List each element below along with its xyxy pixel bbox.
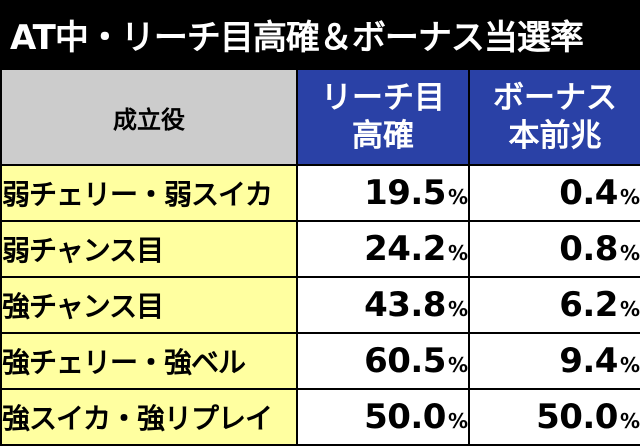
table-row: 強チャンス目 43.8% 6.2% bbox=[0, 276, 640, 334]
percent-sign: % bbox=[447, 185, 468, 209]
percent-sign: % bbox=[447, 241, 468, 265]
reach-rate-value: 43.8 bbox=[364, 285, 446, 325]
reach-rate-cell: 43.8% bbox=[296, 276, 470, 334]
header-reach-rate: リーチ目 高確 bbox=[296, 68, 470, 166]
header-role: 成立役 bbox=[0, 68, 298, 166]
reach-rate-cell: 24.2% bbox=[296, 220, 470, 278]
percent-sign: % bbox=[619, 241, 640, 265]
header-reach-line1: リーチ目 bbox=[321, 80, 445, 116]
percent-sign: % bbox=[619, 353, 640, 377]
bonus-rate-cell: 50.0% bbox=[468, 388, 640, 446]
bonus-rate-value: 6.2 bbox=[559, 285, 618, 325]
percent-sign: % bbox=[619, 297, 640, 321]
reach-rate-value: 60.5 bbox=[364, 341, 446, 381]
header-bonus-line2: 本前兆 bbox=[508, 118, 602, 154]
page-title: AT中・リーチ目高確＆ボーナス当選率 bbox=[0, 0, 640, 68]
bonus-rate-value: 0.8 bbox=[559, 229, 618, 269]
role-cell: 弱チェリー・弱スイカ bbox=[0, 164, 298, 222]
table-header-row: 成立役 リーチ目 高確 ボーナス 本前兆 bbox=[0, 68, 640, 166]
rate-table: 成立役 リーチ目 高確 ボーナス 本前兆 弱チェリー・弱スイカ 19.5% 0.… bbox=[0, 68, 640, 446]
bonus-rate-cell: 6.2% bbox=[468, 276, 640, 334]
bonus-rate-cell: 0.8% bbox=[468, 220, 640, 278]
table-row: 弱チェリー・弱スイカ 19.5% 0.4% bbox=[0, 164, 640, 222]
table-row: 強スイカ・強リプレイ 50.0% 50.0% bbox=[0, 388, 640, 446]
header-bonus-line1: ボーナス bbox=[493, 80, 617, 116]
percent-sign: % bbox=[447, 409, 468, 433]
header-reach-line2: 高確 bbox=[352, 118, 414, 154]
reach-rate-value: 50.0 bbox=[364, 397, 446, 437]
percent-sign: % bbox=[619, 185, 640, 209]
header-bonus-rate: ボーナス 本前兆 bbox=[468, 68, 640, 166]
reach-rate-value: 19.5 bbox=[364, 173, 446, 213]
percent-sign: % bbox=[447, 353, 468, 377]
reach-rate-cell: 50.0% bbox=[296, 388, 470, 446]
bonus-rate-cell: 9.4% bbox=[468, 332, 640, 390]
reach-rate-cell: 19.5% bbox=[296, 164, 470, 222]
bonus-rate-value: 9.4 bbox=[559, 341, 618, 381]
table-row: 強チェリー・強ベル 60.5% 9.4% bbox=[0, 332, 640, 390]
bonus-rate-cell: 0.4% bbox=[468, 164, 640, 222]
percent-sign: % bbox=[447, 297, 468, 321]
role-cell: 強スイカ・強リプレイ bbox=[0, 388, 298, 446]
table-row: 弱チャンス目 24.2% 0.8% bbox=[0, 220, 640, 278]
percent-sign: % bbox=[619, 409, 640, 433]
reach-rate-value: 24.2 bbox=[364, 229, 446, 269]
bonus-rate-value: 50.0 bbox=[536, 397, 618, 437]
role-cell: 強チャンス目 bbox=[0, 276, 298, 334]
bonus-rate-value: 0.4 bbox=[559, 173, 618, 213]
role-cell: 弱チャンス目 bbox=[0, 220, 298, 278]
role-cell: 強チェリー・強ベル bbox=[0, 332, 298, 390]
reach-rate-cell: 60.5% bbox=[296, 332, 470, 390]
